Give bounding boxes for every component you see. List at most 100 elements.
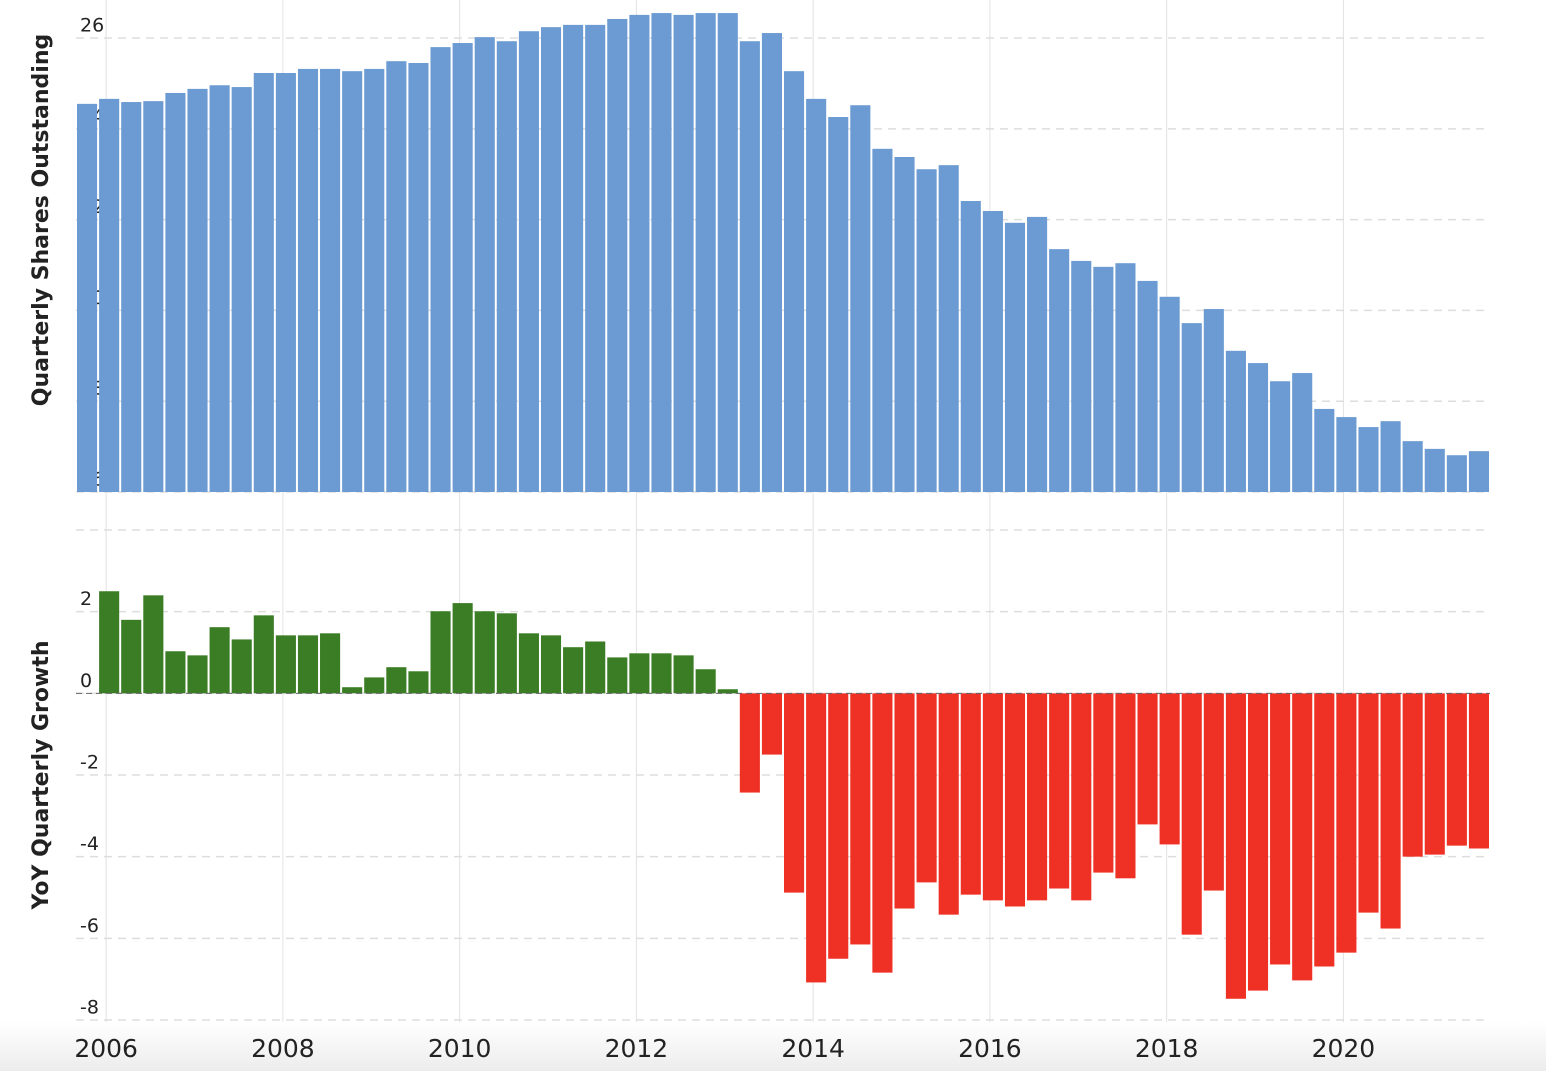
bar — [320, 633, 341, 694]
bar — [1446, 693, 1467, 846]
bar — [1336, 693, 1357, 953]
bar — [143, 595, 164, 694]
bar — [629, 14, 650, 493]
bar — [253, 72, 274, 492]
bar — [1137, 280, 1158, 492]
bar — [872, 148, 893, 492]
bar — [585, 641, 606, 694]
x-tick-label: 2014 — [781, 1034, 845, 1063]
bar — [1314, 408, 1335, 492]
bar — [982, 693, 1003, 901]
x-tick-label: 2008 — [251, 1034, 315, 1063]
bar — [77, 103, 98, 492]
bar — [563, 24, 584, 492]
bar — [1049, 693, 1070, 889]
x-tick-label: 2012 — [605, 1034, 669, 1063]
footer-band — [0, 1022, 1546, 1071]
y-axis-title: YoY Quarterly Growth — [29, 640, 54, 910]
bar — [607, 657, 628, 694]
bar — [1402, 441, 1423, 492]
bar — [1336, 417, 1357, 492]
bar — [1181, 693, 1202, 935]
bar — [1115, 693, 1136, 879]
bar — [1115, 263, 1136, 492]
bar — [629, 653, 650, 694]
bar — [518, 31, 539, 492]
bar — [165, 92, 186, 493]
bar — [850, 105, 871, 492]
bar — [231, 87, 252, 492]
bar — [695, 669, 716, 694]
x-tick-label: 2020 — [1312, 1034, 1376, 1063]
bar — [342, 687, 363, 694]
bar — [408, 63, 429, 492]
bar — [938, 165, 959, 493]
bar — [187, 655, 208, 694]
bar — [474, 37, 495, 492]
bar — [1247, 363, 1269, 492]
bar — [1270, 381, 1291, 492]
bar — [209, 85, 230, 492]
x-tick-label: 2018 — [1135, 1034, 1199, 1063]
bar — [143, 101, 164, 492]
bar — [651, 13, 672, 492]
bar — [1093, 266, 1114, 492]
bar — [1071, 260, 1092, 492]
bar — [496, 613, 517, 694]
bar — [717, 689, 738, 694]
bar — [960, 693, 981, 895]
bar — [1159, 296, 1180, 492]
bar — [474, 611, 495, 694]
bar — [1468, 693, 1489, 849]
bar — [496, 41, 517, 492]
bar — [297, 68, 319, 493]
bar — [784, 693, 805, 893]
y-tick-label: 2 — [80, 588, 92, 610]
bar — [894, 693, 915, 909]
bar — [320, 68, 341, 493]
bar — [916, 169, 937, 492]
bar — [1159, 693, 1180, 845]
bar — [784, 71, 805, 493]
bar — [1027, 216, 1048, 492]
bar — [1314, 693, 1335, 967]
bar — [673, 14, 694, 493]
bar — [99, 98, 120, 492]
bar — [850, 693, 871, 945]
bar — [297, 635, 319, 694]
bar — [1446, 455, 1467, 492]
bar — [872, 693, 893, 973]
bar — [121, 102, 142, 492]
y-tick-label: -8 — [80, 997, 99, 1019]
bar — [806, 693, 827, 983]
bar — [739, 41, 760, 492]
bar — [1468, 451, 1489, 492]
bar — [209, 627, 230, 694]
bar — [1358, 427, 1379, 492]
x-tick-label: 2006 — [74, 1034, 138, 1063]
bar — [828, 117, 849, 493]
bar — [452, 43, 473, 493]
y-tick-label: 26 — [80, 15, 104, 37]
bar — [960, 201, 981, 492]
bar — [563, 647, 584, 694]
bar — [1071, 693, 1092, 901]
bar — [1292, 693, 1313, 981]
bar — [894, 156, 915, 493]
bar — [1181, 323, 1202, 492]
bar — [253, 615, 274, 694]
bar — [1004, 222, 1026, 492]
bar — [1027, 693, 1048, 901]
bar — [1380, 693, 1401, 929]
bar — [1247, 693, 1269, 991]
bar — [1424, 448, 1445, 492]
bar — [982, 210, 1003, 492]
bar — [430, 611, 451, 694]
bar — [386, 667, 407, 694]
bar — [607, 18, 628, 493]
y-tick-label: -2 — [80, 752, 99, 774]
y-tick-label: -4 — [80, 833, 99, 855]
bar — [187, 88, 208, 493]
bar — [739, 693, 760, 793]
